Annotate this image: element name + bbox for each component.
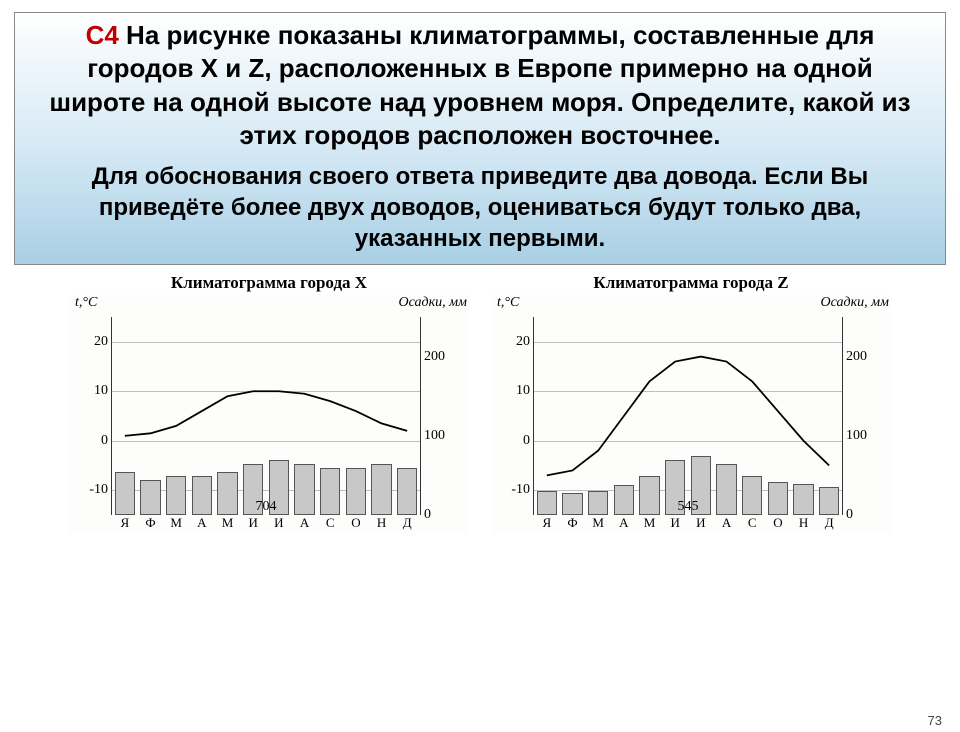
month-labels: ЯФМАМИИАСОНД [534,515,842,531]
month-label: Ф [560,515,586,531]
month-label: Д [394,515,420,531]
precip-axis-label: Осадки, мм [399,295,467,311]
plot-area: 20100-102001000ЯФМАМИИАСОНД545 [533,317,843,515]
month-label: М [637,515,663,531]
month-label: М [163,515,189,531]
month-label: А [189,515,215,531]
temp-tick: 10 [516,383,534,399]
month-label: И [240,515,266,531]
question-label: С4 [86,20,119,50]
month-label: О [343,515,369,531]
temp-curve [112,317,420,515]
precip-tick: 100 [420,428,445,444]
precip-tick: 0 [420,507,431,523]
month-label: Ф [138,515,164,531]
month-label: И [662,515,688,531]
precip-tick: 0 [842,507,853,523]
chart-z-title: Климатограмма города Z [491,273,891,293]
precip-tick: 200 [420,349,445,365]
month-label: А [292,515,318,531]
question-box: С4 На рисунке показаны климатограммы, со… [14,12,946,265]
month-label: С [739,515,765,531]
page-number: 73 [928,713,942,728]
month-labels: ЯФМАМИИАСОНД [112,515,420,531]
temp-tick: 20 [516,334,534,350]
temp-tick: 0 [523,433,534,449]
temp-tick: 0 [101,433,112,449]
month-label: Н [369,515,395,531]
temp-tick: -10 [89,482,112,498]
temp-tick: -10 [511,482,534,498]
month-label: М [585,515,611,531]
month-label: С [317,515,343,531]
month-label: А [714,515,740,531]
chart-x-body: t,°C Осадки, мм 20100-102001000ЯФМАМИИАС… [69,295,469,533]
precip-tick: 100 [842,428,867,444]
question-main-text: На рисунке показаны климатограммы, соста… [49,20,910,150]
temp-axis-label: t,°C [497,295,519,311]
month-label: И [688,515,714,531]
chart-z-body: t,°C Осадки, мм 20100-102001000ЯФМАМИИАС… [491,295,891,533]
temp-axis-label: t,°C [75,295,97,311]
chart-x-title: Климатограмма города Х [69,273,469,293]
precip-axis-label: Осадки, мм [821,295,889,311]
month-label: И [266,515,292,531]
month-label: А [611,515,637,531]
chart-z: Климатограмма города Z t,°C Осадки, мм 2… [491,273,891,533]
temp-curve [534,317,842,515]
charts-row: Климатограмма города Х t,°C Осадки, мм 2… [0,273,960,533]
question-main: С4 На рисунке показаны климатограммы, со… [37,19,923,152]
precip-tick: 200 [842,349,867,365]
temp-tick: 20 [94,334,112,350]
chart-x: Климатограмма города Х t,°C Осадки, мм 2… [69,273,469,533]
question-sub: Для обоснования своего ответа приведите … [37,162,923,254]
month-label: Я [534,515,560,531]
month-label: Н [791,515,817,531]
month-label: М [215,515,241,531]
month-label: Я [112,515,138,531]
month-label: О [765,515,791,531]
temp-tick: 10 [94,383,112,399]
month-label: Д [816,515,842,531]
plot-area: 20100-102001000ЯФМАМИИАСОНД704 [111,317,421,515]
